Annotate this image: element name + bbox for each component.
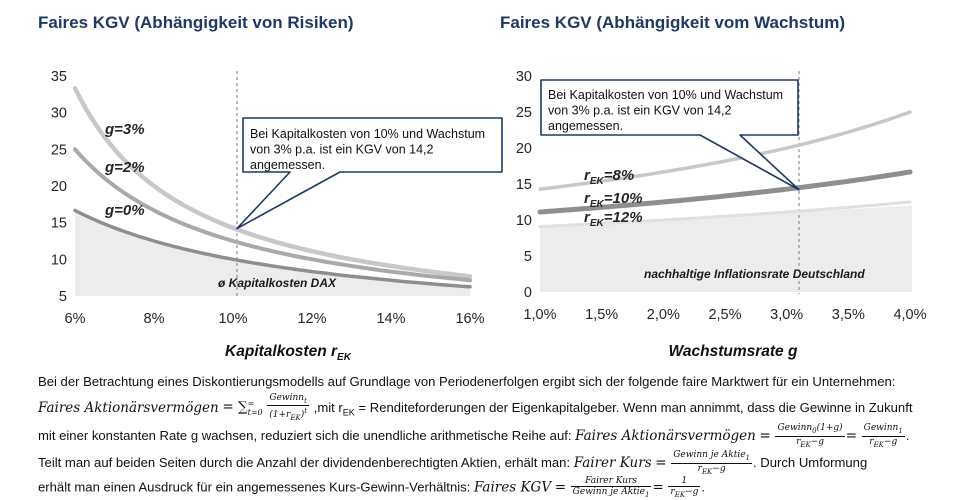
left-y-tick-label: 20 (51, 179, 67, 195)
left-series-line-2 (73, 208, 472, 289)
right-x-tick-label: 1,0% (523, 307, 556, 323)
left-y-tick-label: 5 (59, 289, 67, 305)
formula4-fraction2: 1 rEK−g (668, 476, 701, 500)
right-series-label-0: rEK=8% (584, 167, 634, 187)
left-callout-line: angemessen. (250, 158, 325, 172)
paragraph-line2a: ,mit r (310, 399, 343, 415)
left-x-tick-label: 12% (297, 311, 326, 327)
left-y-tick-label: 25 (51, 142, 67, 158)
right-chart: 0 5 10 15 20 25 30 1,0% 1,5% 2,0% 2,5% 3,0% 3,5% 4,0%… (516, 69, 927, 360)
left-x-tick-label: 16% (455, 311, 484, 327)
left-y-tick-label: 30 (51, 106, 67, 122)
left-band-label: ø Kapitalkosten DAX (218, 276, 337, 290)
right-y-tick-label: 5 (524, 249, 532, 265)
right-band-label: nachhaltige Inflationsrate Deutschland (644, 267, 865, 281)
formula4-lhs: Faires KGV (473, 479, 552, 496)
left-series-label-2: g=0% (104, 202, 145, 219)
left-y-tick-label: 15 (51, 216, 67, 232)
right-y-tick-label: 25 (516, 105, 532, 121)
left-x-tick-label: 10% (218, 311, 247, 327)
right-chart-title: Faires KGV (Abhängigkeit vom Wachstum) (500, 13, 846, 32)
left-x-axis-title: Kapitalkosten rEK (225, 343, 352, 363)
charts-canvas: 5 10 15 20 25 30 35 6% 8% 10% 12% 14% 16% g=3% g=2% g=0… (51, 69, 927, 363)
explanation-paragraph: Bei der Betrachtung eines Diskontierungs… (38, 374, 913, 500)
formula3-fraction: Gewinn je Aktie1 rEK−g (671, 449, 752, 476)
left-callout-box (236, 117, 503, 230)
right-callout-box (540, 79, 800, 191)
formula1-lhs: Faires Aktionärsvermögen (38, 399, 219, 416)
paragraph-line1: Bei der Betrachtung eines Diskontierungs… (38, 374, 896, 389)
left-series-label-0: g=3% (104, 121, 145, 138)
right-shaded-band (540, 205, 912, 292)
left-chart-title: Faires KGV (Abhängigkeit von Risiken) (38, 13, 354, 32)
right-callout-line: von 3% p.a. ist ein KGV von 14,2 (548, 104, 731, 118)
formula2-fraction1: Gewinn0(1+g) rEK−g (775, 423, 845, 449)
right-y-tick-label: 15 (516, 177, 532, 193)
paragraph-line2b: = Renditeforderungen der Eigenkapitalgeb… (354, 399, 913, 415)
right-y-tick-label: 0 (524, 285, 532, 301)
paragraph-line4: Teilt man auf beiden Seiten durch die An… (38, 454, 574, 470)
right-series-label-2: rEK=12% (584, 209, 643, 229)
right-x-tick-label: 1,5% (585, 307, 618, 323)
right-x-tick-label: 3,0% (770, 307, 803, 323)
right-y-tick-label: 10 (516, 213, 532, 229)
right-x-tick-label: 3,5% (832, 307, 865, 323)
left-shaded-band (75, 210, 470, 296)
left-x-tick-label: 14% (376, 311, 405, 327)
left-series-line-1 (73, 147, 472, 283)
left-series-label-1: g=2% (104, 159, 145, 176)
left-y-tick-label: 10 (51, 252, 67, 268)
right-series-label-1: rEK=10% (584, 190, 643, 210)
right-callout-line: angemessen. (548, 119, 623, 133)
right-x-tick-label: 4,0% (893, 307, 926, 323)
right-series-line-1 (537, 169, 913, 215)
right-x-tick-label: 2,0% (647, 307, 680, 323)
left-x-tick-label: 6% (65, 311, 86, 327)
paragraph-line4b: . Durch Umformung (753, 454, 868, 470)
right-x-tick-label: 2,5% (708, 307, 741, 323)
left-chart: 5 10 15 20 25 30 35 6% 8% 10% 12% 14% 16% g=3% g=2% g=0… (51, 69, 503, 363)
right-series-line-0 (538, 110, 912, 191)
paragraph-line3: mit einer konstanten Rate g wachsen, red… (38, 427, 576, 443)
formula3-lhs: Fairer Kurs (573, 454, 652, 471)
formula2-lhs: Faires Aktionärsvermögen (575, 427, 756, 444)
left-callout-line: von 3% p.a. ist ein KGV von 14,2 (250, 143, 433, 157)
left-x-tick-label: 8% (144, 311, 165, 327)
left-y-tick-label: 35 (51, 69, 67, 85)
right-x-axis-title: Wachstumsrate g (669, 343, 798, 360)
left-series-line-0 (72, 85, 473, 279)
formula4-fraction1: Fairer Kurs Gewinn je Aktie1 (570, 476, 652, 500)
paragraph-line5: erhält man einen Ausdruck für ein angeme… (38, 479, 474, 495)
right-y-tick-label: 20 (516, 141, 532, 157)
right-callout-line: Bei Kapitalkosten von 10% und Wachstum (548, 88, 783, 102)
left-callout-line: Bei Kapitalkosten von 10% und Wachstum (250, 127, 485, 141)
right-y-tick-label: 30 (516, 69, 532, 85)
right-series-line-2 (538, 200, 912, 228)
formula1-fraction: Gewinnt (1+rEK)t (267, 392, 310, 423)
formula1-sum: = ∑ ∞ t=0 (222, 398, 263, 417)
formula2-fraction2: Gewinn1 rEK−g (861, 423, 905, 449)
